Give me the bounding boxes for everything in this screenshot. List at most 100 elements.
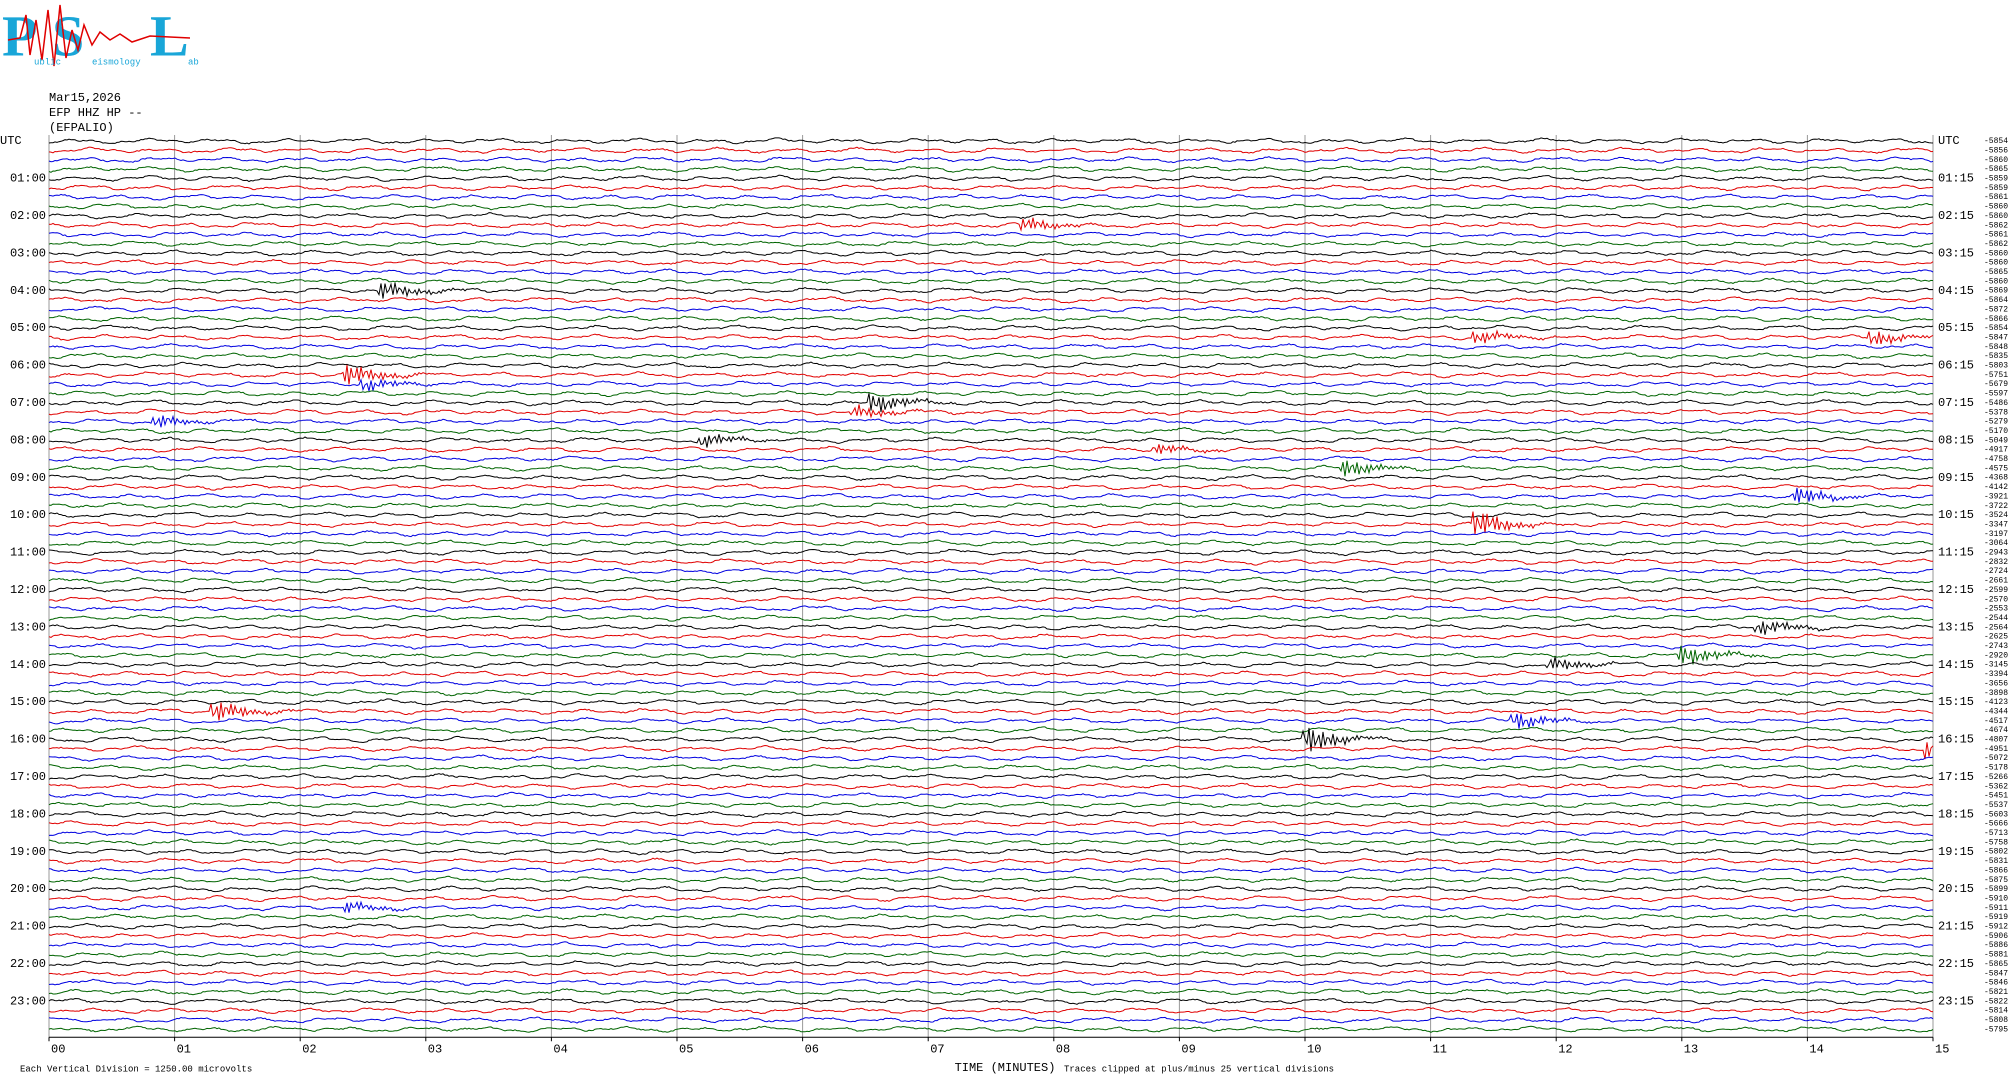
x-tick-label: 11 (1433, 1042, 1447, 1056)
location: (EFPALIO) (49, 121, 114, 135)
logo-word: eismology (92, 57, 141, 67)
trace (48, 389, 1934, 397)
hour-label-left: 06:00 (10, 359, 46, 373)
offset-label: -4344 (1984, 707, 2008, 716)
offset-label: -5178 (1984, 764, 2008, 773)
trace (49, 763, 1934, 772)
offset-label: -5808 (1984, 1016, 2008, 1025)
offset-label: -5758 (1984, 838, 2008, 847)
logo-word: ublic (34, 57, 61, 67)
offset-label: -5860 (1984, 203, 2008, 212)
note: Each Vertical Division = 1250.00 microvo… (20, 1064, 252, 1074)
offset-label: -5049 (1984, 436, 2008, 445)
offset-label: -5862 (1984, 221, 2008, 230)
trace (48, 393, 1934, 413)
x-axis-title: TIME (MINUTES) (955, 1061, 1056, 1075)
trace (48, 282, 1934, 299)
hour-label-left: 18:00 (10, 807, 46, 821)
hour-label-left: 01:00 (10, 172, 46, 186)
hour-label-right: 23:15 (1938, 994, 1974, 1008)
hour-label-left: 15:00 (10, 695, 46, 709)
offset-label: -5847 (1984, 969, 2008, 978)
hour-label-left: 02:00 (10, 209, 46, 223)
trace (48, 427, 1934, 435)
trace (48, 960, 1934, 968)
hour-label-right: 11:15 (1938, 546, 1974, 560)
offset-label: -5911 (1984, 904, 2008, 913)
hour-label-left: 20:00 (10, 882, 46, 896)
grid (48, 135, 1934, 1042)
trace (48, 742, 1934, 760)
offset-label: -5802 (1984, 848, 2008, 857)
offset-label: -4575 (1984, 464, 2008, 473)
offset-label: -5378 (1984, 408, 2008, 417)
x-tick-label: 00 (51, 1042, 65, 1056)
offset-label: -5821 (1984, 988, 2008, 997)
trace (48, 324, 1934, 332)
date: Mar15,2026 (49, 91, 121, 105)
hour-label-left: 17:00 (10, 770, 46, 784)
trace (48, 567, 1934, 575)
offset-label: -3347 (1984, 520, 2008, 529)
trace (48, 913, 1934, 921)
x-tick-label: 06 (805, 1042, 819, 1056)
trace (48, 670, 1934, 678)
x-tick-label: 08 (1056, 1042, 1070, 1056)
hour-label-left: UTC (0, 134, 22, 148)
offset-label: -5869 (1984, 287, 2008, 296)
trace (48, 1016, 1934, 1024)
trace (48, 165, 1934, 173)
logo-letter: P (2, 3, 37, 68)
trace (48, 727, 1934, 752)
offset-label: -5854 (1984, 324, 2008, 333)
offset-label: -5864 (1984, 296, 2008, 305)
offset-label: -5846 (1984, 979, 2008, 988)
station: EFP HHZ HP -- (49, 106, 143, 120)
hour-label-right: 12:15 (1938, 583, 1974, 597)
offset-label: -5860 (1984, 249, 2008, 258)
trace (48, 315, 1934, 323)
hour-label-left: 05:00 (10, 321, 46, 335)
offset-label: -2743 (1984, 642, 2008, 651)
x-tick-label: 02 (302, 1042, 316, 1056)
offset-label: -3145 (1984, 661, 2008, 670)
hour-label-left: 16:00 (10, 733, 46, 747)
offset-label: -2832 (1984, 558, 2008, 567)
hour-label-right: 07:15 (1938, 396, 1974, 410)
x-tick-label: 15 (1935, 1042, 1949, 1056)
x-tick-label: 14 (1809, 1042, 1823, 1056)
x-tick-label: 04 (553, 1042, 567, 1056)
offset-label: -5848 (1984, 343, 2008, 352)
trace (48, 378, 1934, 392)
trace (48, 713, 1934, 729)
offset-label: -4807 (1984, 736, 2008, 745)
trace (48, 444, 1934, 454)
trace (48, 857, 1934, 865)
trace (48, 885, 1934, 893)
trace (48, 473, 1934, 482)
trace (48, 240, 1934, 248)
hour-label-right: 20:15 (1938, 882, 1974, 896)
offset-label: -4142 (1984, 483, 2008, 492)
trace (48, 978, 1934, 986)
trace (48, 848, 1934, 856)
trace (48, 688, 1933, 697)
trace (48, 819, 1934, 828)
hour-label-left: 10:00 (10, 508, 46, 522)
hour-label-right: 10:15 (1938, 508, 1974, 522)
trace (48, 922, 1934, 931)
hour-label-left: 07:00 (10, 396, 46, 410)
trace (48, 211, 1934, 220)
hour-label-right: UTC (1938, 134, 1960, 148)
trace (48, 969, 1934, 977)
trace (48, 184, 1934, 192)
offset-label: -2553 (1984, 605, 2008, 614)
offset-label: -3064 (1984, 539, 2008, 548)
offset-label: -5597 (1984, 390, 2008, 399)
trace (48, 217, 1934, 232)
trace (48, 146, 1934, 154)
offset-label: -2920 (1984, 651, 2008, 660)
trace (48, 754, 1934, 762)
x-tick-label: 13 (1684, 1042, 1698, 1056)
